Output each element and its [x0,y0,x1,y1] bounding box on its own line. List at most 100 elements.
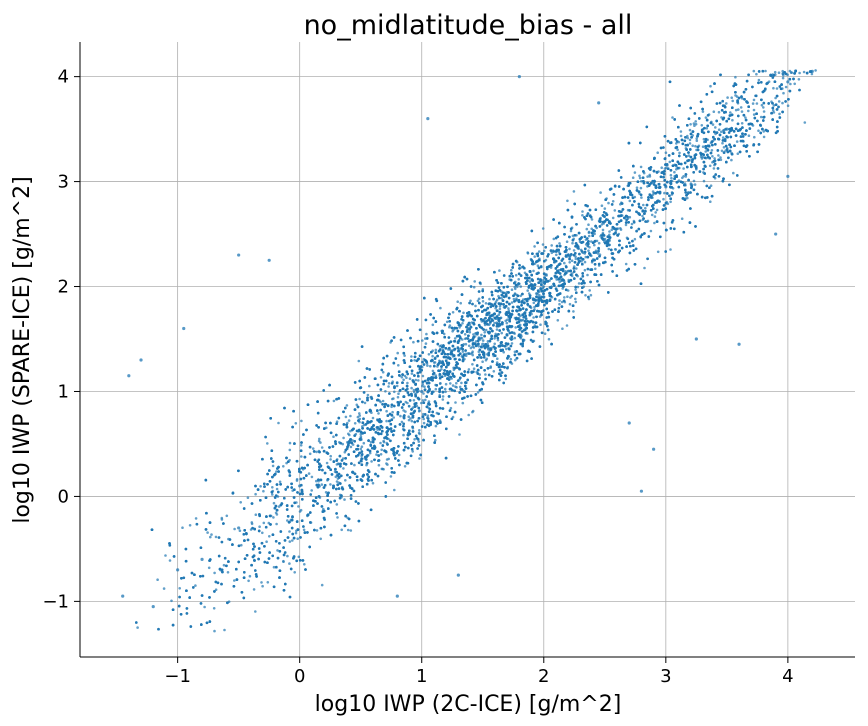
data-point [181,526,184,529]
data-point [210,533,213,536]
data-point [700,124,704,127]
data-point [341,457,345,460]
data-point [261,584,264,588]
data-point [139,358,143,362]
data-point [472,285,476,289]
data-point [533,255,536,258]
data-point [395,594,399,598]
data-point [472,333,475,336]
data-point [726,96,729,99]
data-point [429,364,432,368]
data-point [584,255,588,259]
data-point [390,405,393,409]
data-point [456,300,460,304]
data-point [384,390,387,393]
data-point [426,364,429,367]
data-point [610,228,614,231]
data-point [477,297,481,301]
data-point [570,294,574,298]
data-point [461,322,464,325]
data-point [635,186,639,189]
data-point [782,91,785,95]
data-point [363,401,367,405]
data-point [442,332,446,336]
data-point [486,342,489,346]
data-point [717,110,721,114]
data-point [717,128,721,131]
data-point [431,369,435,373]
data-point [572,249,576,252]
data-point [444,382,448,386]
data-point [459,301,463,305]
data-point [259,485,262,488]
data-point [375,453,378,456]
data-point [513,292,517,295]
data-point [434,374,438,377]
data-point [294,422,298,425]
data-point [719,156,722,159]
data-point [711,155,714,158]
data-point [397,392,400,396]
data-point [624,223,628,227]
data-point [319,441,322,444]
data-point [587,231,591,234]
data-point [463,333,467,336]
data-point [225,514,229,518]
data-point [774,96,777,100]
data-point [467,368,471,371]
data-point [730,96,733,99]
data-point [377,412,380,415]
data-point [705,127,709,130]
data-point [611,200,615,203]
data-point [422,417,426,421]
data-point [688,138,692,142]
data-point [483,331,487,334]
data-point [649,229,653,233]
data-point [272,516,275,519]
data-point [349,429,352,433]
data-point [648,175,652,178]
data-point [464,342,468,346]
data-point [403,354,406,357]
data-point [781,72,784,75]
data-point [568,302,572,306]
data-point [320,583,324,587]
data-point [497,313,501,317]
data-point [569,229,573,233]
data-point [587,249,590,252]
data-point [639,165,643,169]
data-point [566,199,569,203]
data-point [410,386,413,390]
data-point [214,535,218,539]
data-point [498,304,502,308]
data-point [396,351,400,355]
data-point [680,217,684,220]
data-point [633,171,637,174]
data-point [510,288,514,292]
data-point [366,393,370,397]
data-point [712,110,716,113]
data-point [441,395,445,398]
data-point [240,543,243,547]
data-point [441,398,445,401]
data-point [343,498,346,501]
data-point [759,115,763,119]
data-point [461,338,464,341]
data-point [710,149,714,152]
data-point [392,416,396,419]
data-point [297,505,300,508]
data-point [402,433,405,437]
data-point [523,271,527,275]
data-point [347,419,351,422]
data-point [641,214,644,218]
data-point [387,385,390,388]
data-point [288,441,292,445]
data-point [376,428,379,431]
data-point [369,440,373,444]
data-point [679,134,683,138]
data-point [624,262,628,266]
data-point [484,302,488,305]
data-point [209,535,212,539]
data-point [669,248,672,251]
data-point [324,491,328,494]
